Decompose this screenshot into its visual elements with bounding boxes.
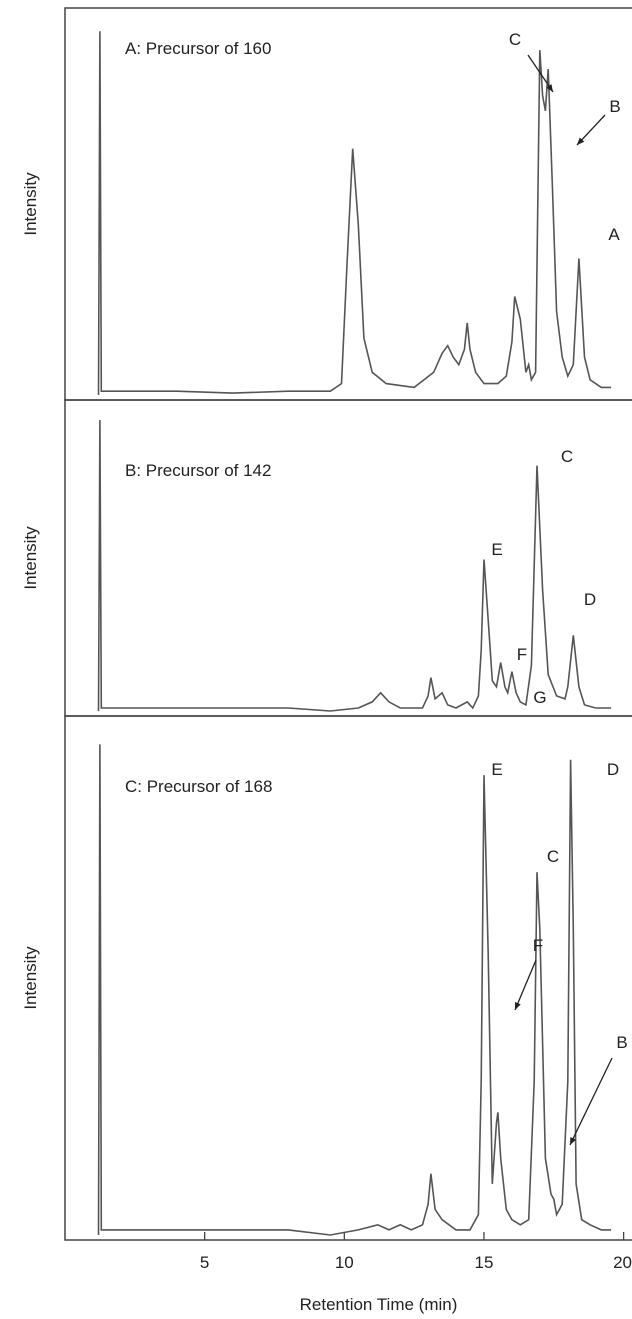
panel-title: C: Precursor of 168 [125,777,272,796]
peak-label: B [609,97,620,116]
trace [97,744,612,1236]
peak-label: F [533,936,543,955]
arrow-head [570,1137,577,1145]
peak-label: E [491,760,502,779]
panel-title: A: Precursor of 160 [125,39,271,58]
peak-label: B [616,1033,627,1052]
y-axis-label: Intensity [21,526,40,590]
arrow-head [577,137,585,145]
peak-label: D [584,590,596,609]
peak-label: C [509,30,521,49]
y-axis-label: Intensity [21,946,40,1010]
x-axis-label: Retention Time (min) [300,1295,458,1314]
panel-frame [64,7,632,401]
y-axis-label: Intensity [21,172,40,236]
x-tick-label: 20 [613,1253,632,1272]
trace [97,31,612,396]
arrow [514,959,537,1011]
arrow [569,1057,613,1146]
panel-title: B: Precursor of 142 [125,461,271,480]
panel-frame [64,399,632,717]
peak-label: A [608,225,620,244]
peak-label: F [517,645,527,664]
panel-frame [64,715,632,1241]
arrow [527,54,554,93]
x-tick-label: 15 [475,1253,494,1272]
x-tick-label: 10 [335,1253,354,1272]
trace [97,420,612,712]
peak-label: E [491,540,502,559]
x-tick-label: 5 [200,1253,209,1272]
peak-label: G [533,688,546,707]
peak-label: C [547,847,559,866]
arrow-head [546,84,553,92]
peak-label: C [561,447,573,466]
peak-label: D [607,760,619,779]
arrow-head [514,1002,521,1010]
